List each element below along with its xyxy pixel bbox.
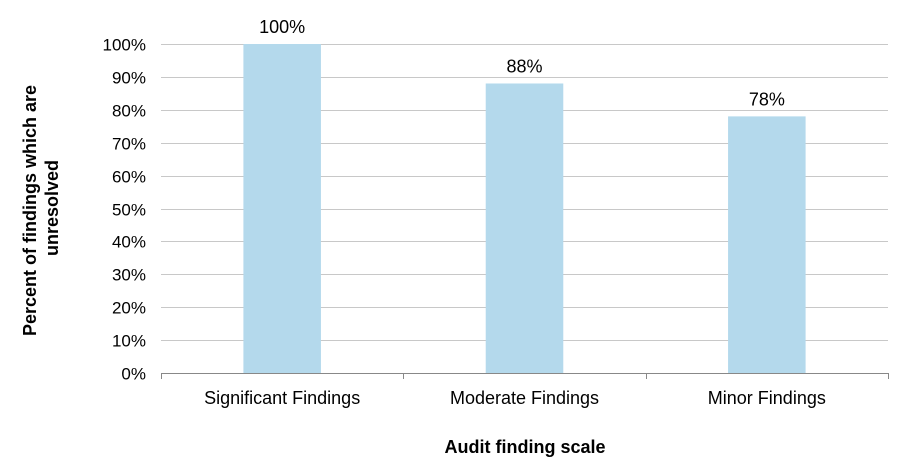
axes <box>161 373 889 379</box>
data-label: 78% <box>749 89 785 109</box>
y-tick-label: 30% <box>112 266 146 285</box>
y-tick-label: 0% <box>121 365 146 384</box>
y-tick-label: 90% <box>112 69 146 88</box>
bar <box>728 116 806 373</box>
y-axis-title-line-1: Percent of findings which are <box>20 85 40 336</box>
y-tick-label: 100% <box>103 36 146 55</box>
y-tick-label: 80% <box>112 102 146 121</box>
y-tick-label: 10% <box>112 332 146 351</box>
data-label: 88% <box>506 56 542 76</box>
y-tick-label: 40% <box>112 233 146 252</box>
y-tick-label: 70% <box>112 135 146 154</box>
y-axis-title: Percent of findings which are unresolved <box>20 80 62 336</box>
y-tick-label: 60% <box>112 168 146 187</box>
bars <box>243 44 806 373</box>
bar <box>243 44 321 373</box>
labels: 0% 10% 20% 30% 40% 50% 60% 70% 80% 90% 100% 100% Sig… <box>103 17 826 408</box>
x-tick-label: Minor Findings <box>708 388 826 408</box>
bar <box>485 83 564 373</box>
x-axis-title: Audit finding scale <box>444 437 605 457</box>
data-label: 100% <box>259 17 305 37</box>
x-tick-label: Significant Findings <box>204 388 360 408</box>
x-tick-label: Moderate Findings <box>450 388 599 408</box>
y-tick-label: 50% <box>112 201 146 220</box>
y-axis-title-line-2: unresolved <box>42 160 62 256</box>
y-tick-label: 20% <box>112 299 146 318</box>
